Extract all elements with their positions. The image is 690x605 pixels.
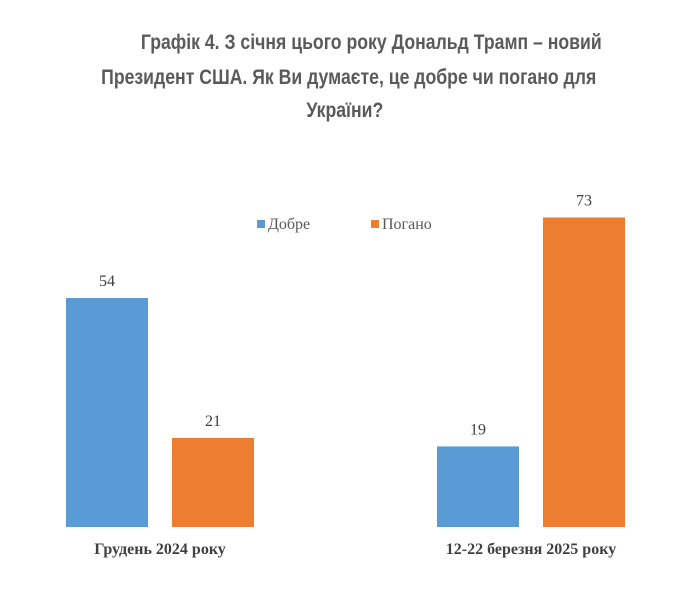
data-label: 19	[470, 421, 486, 438]
bar-Погано-1	[543, 217, 625, 528]
category-label: Грудень 2024 року	[94, 541, 226, 558]
data-label: 21	[205, 413, 221, 430]
chart-title-line-1: Графік 4. З січня цього року Дональд Тра…	[140, 31, 602, 54]
legend-swatch	[257, 220, 265, 228]
chart-title-line-2: Президент США. Як Ви думаєте, це добре ч…	[101, 66, 597, 89]
legend-label: Добре	[268, 216, 310, 233]
category-labels: Грудень 2024 року 12-22 березня 2025 року	[94, 541, 616, 558]
bars: 54 19 21 73	[66, 192, 625, 528]
data-label: 73	[576, 192, 592, 209]
legend-swatch	[371, 220, 379, 228]
bar-Добре-1	[437, 446, 519, 527]
category-label: 12-22 березня 2025 року	[446, 541, 616, 558]
chart-title-line-3: України?	[306, 99, 384, 122]
bar-Добре-0	[66, 298, 148, 527]
bar-Погано-0	[172, 437, 254, 527]
data-label: 54	[99, 273, 115, 290]
legend: Добре Погано	[257, 216, 432, 233]
legend-label: Погано	[382, 216, 432, 233]
